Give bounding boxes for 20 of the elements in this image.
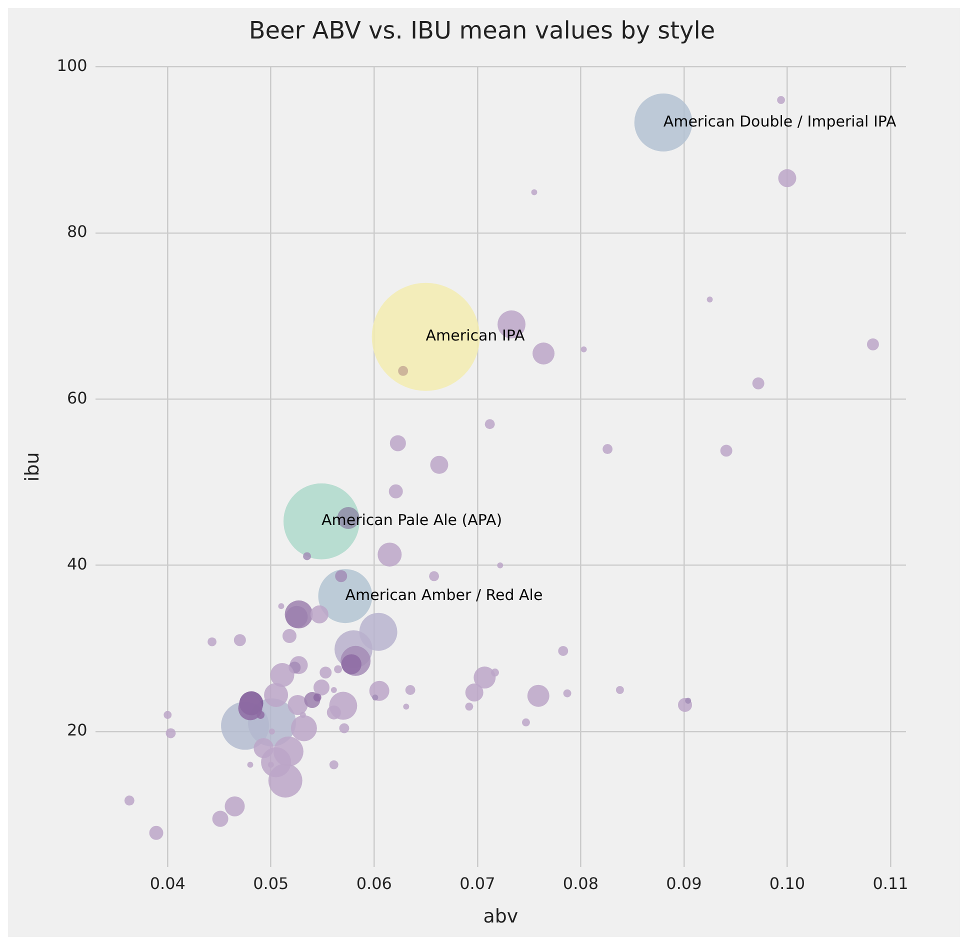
x-tick-label: 0.10	[769, 874, 806, 893]
y-tick-label: 20	[66, 720, 88, 740]
annotation: American Pale Ale (APA)	[322, 511, 502, 530]
x-axis-title: abv	[483, 906, 518, 928]
annotation: American Double / Imperial IPA	[663, 112, 897, 130]
y-tick-label: 40	[66, 554, 88, 574]
y-tick-label: 100	[56, 56, 88, 75]
annotation: American IPA	[426, 326, 526, 345]
annotation: American Amber / Red Ale	[345, 586, 543, 604]
x-tick-label: 0.11	[872, 874, 908, 893]
y-axis-title: ibu	[21, 452, 44, 482]
y-tick-label: 80	[66, 222, 88, 242]
y-tick-label: 60	[66, 388, 88, 408]
x-tick-label: 0.09	[666, 874, 702, 893]
x-tick-label: 0.05	[253, 874, 289, 893]
chart-title: Beer ABV vs. IBU mean values by style	[248, 16, 716, 45]
x-tick-label: 0.08	[562, 874, 599, 893]
x-tick-label: 0.06	[356, 874, 392, 893]
x-tick-label: 0.04	[150, 874, 186, 893]
x-tick-label: 0.07	[460, 874, 496, 893]
